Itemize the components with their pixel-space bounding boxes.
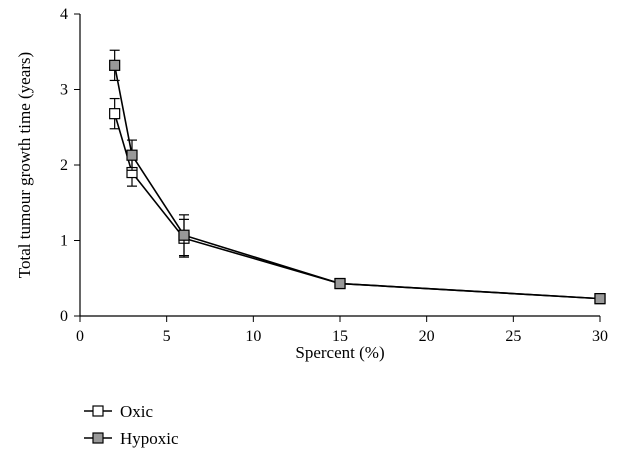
legend-marker-hypoxic bbox=[92, 432, 104, 444]
data-point-hypoxic bbox=[109, 59, 121, 71]
legend-marker-oxic bbox=[92, 405, 104, 417]
x-tick-label: 0 bbox=[76, 328, 84, 345]
x-ticks: 0 5 10 15 20 25 30 bbox=[76, 316, 608, 345]
x-tick-label: 10 bbox=[245, 328, 261, 345]
data-point-oxic bbox=[109, 108, 121, 120]
y-tick-label: 3 bbox=[60, 82, 68, 99]
y-axis-title: Total tumour growth time (years) bbox=[15, 52, 34, 278]
x-tick-label: 30 bbox=[592, 328, 608, 345]
data-point-hypoxic bbox=[126, 149, 138, 161]
plot-area bbox=[109, 49, 606, 305]
data-point-hypoxic bbox=[178, 229, 190, 241]
data-point-hypoxic bbox=[594, 293, 606, 305]
x-tick-label: 20 bbox=[419, 328, 435, 345]
x-tick-label: 15 bbox=[332, 328, 348, 345]
legend-label-oxic: Oxic bbox=[120, 402, 154, 421]
legend-item-hypoxic: Hypoxic bbox=[84, 429, 179, 448]
legend-item-oxic: Oxic bbox=[84, 402, 154, 421]
legend-label-hypoxic: Hypoxic bbox=[120, 429, 179, 448]
series-line-hypoxic bbox=[113, 65, 601, 300]
axes bbox=[79, 14, 600, 317]
y-ticks: 0 1 2 3 4 bbox=[60, 6, 80, 325]
x-tick-label: 25 bbox=[505, 328, 521, 345]
data-point-hypoxic bbox=[334, 277, 346, 290]
x-tick-label: 5 bbox=[163, 328, 171, 345]
y-tick-label: 2 bbox=[60, 157, 68, 174]
y-tick-label: 4 bbox=[60, 6, 68, 23]
legend: Oxic Hypoxic bbox=[84, 402, 179, 448]
series-line-oxic bbox=[113, 113, 601, 300]
y-tick-label: 1 bbox=[60, 233, 68, 250]
x-axis-title: Spercent (%) bbox=[295, 343, 384, 362]
y-tick-label: 0 bbox=[60, 308, 68, 325]
